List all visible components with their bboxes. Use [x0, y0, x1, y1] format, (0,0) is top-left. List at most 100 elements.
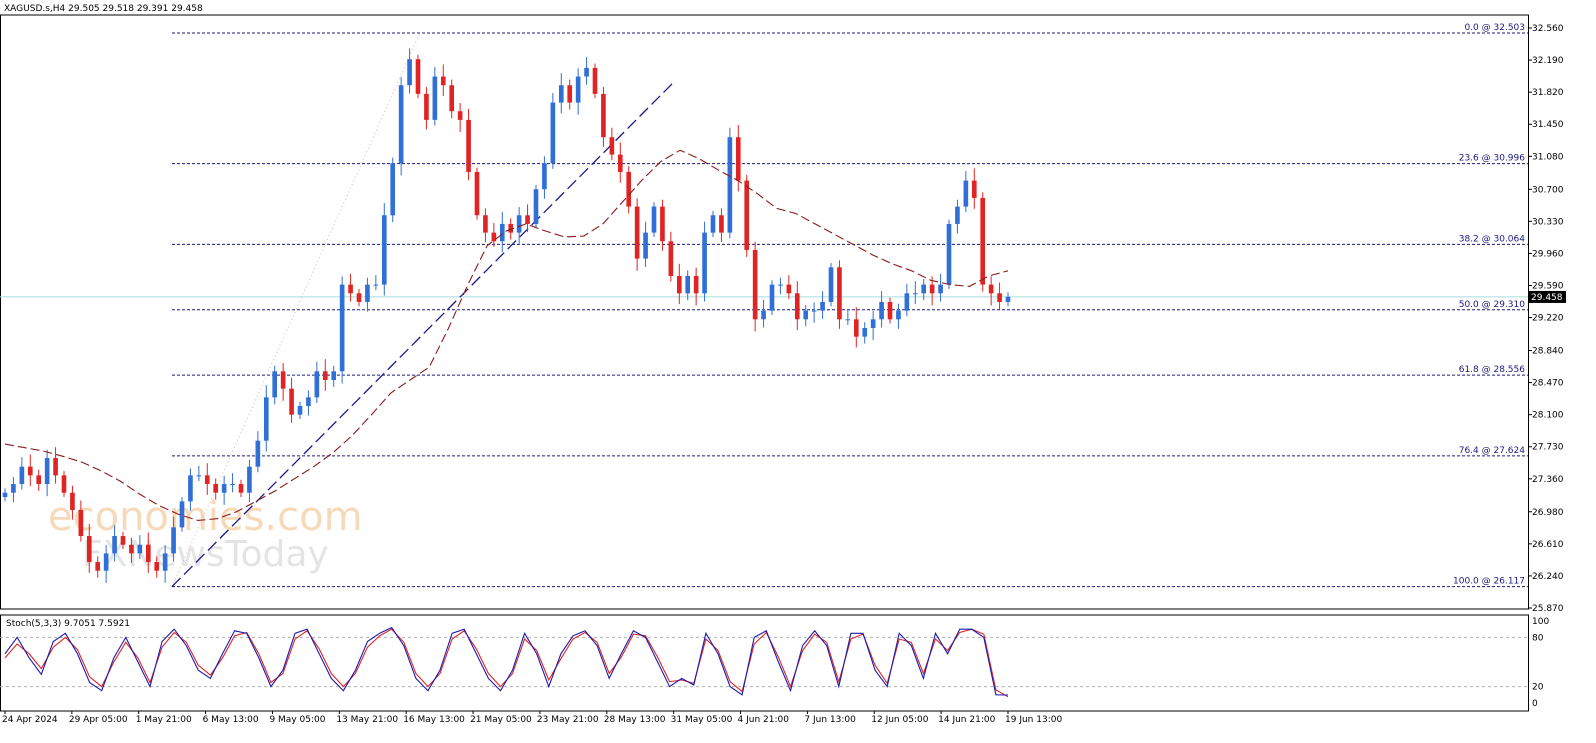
y-tick-label: 31.450 [1532, 120, 1564, 130]
candle-body [778, 284, 783, 286]
candle-body [938, 284, 943, 294]
candle-body [786, 284, 792, 294]
candle-body [44, 458, 50, 485]
stoch-y-tick-label: 100 [1532, 617, 1549, 627]
candle-body [660, 206, 665, 242]
candle-body [491, 232, 497, 242]
moving-average-line [4, 149, 1009, 521]
x-tick-label: 16 May 13:00 [403, 715, 465, 725]
candle-body [828, 267, 834, 302]
x-tick-label: 12 Jun 05:00 [871, 715, 928, 725]
candle-body [112, 536, 117, 554]
candle-body [533, 189, 539, 224]
symbol-label: XAGUSD.s,H4 [4, 4, 66, 14]
candle-body [306, 397, 311, 406]
candle-body [196, 475, 202, 477]
y-tick-label: 27.730 [1532, 443, 1564, 453]
candle-body [870, 319, 876, 328]
y-tick-label: 26.610 [1532, 540, 1564, 550]
y-tick-label: 25.870 [1532, 604, 1564, 614]
candle-body [483, 215, 488, 233]
candle-body [896, 310, 901, 320]
candle-body [617, 154, 623, 172]
candle-body [516, 215, 522, 233]
trendline [171, 80, 676, 588]
y-tick-label: 32.190 [1532, 56, 1564, 66]
candle-body [862, 327, 868, 337]
candle-body [297, 405, 303, 415]
candle-body [36, 475, 42, 485]
y-tick-label: 28.100 [1532, 411, 1564, 421]
candle-body [525, 215, 530, 224]
candle-body [137, 544, 143, 554]
fib-level-label: 61.8 @ 28.556 [1459, 365, 1526, 375]
candle-body [466, 119, 471, 172]
stoch-plot-frame [0, 614, 1529, 712]
candle-body [339, 284, 345, 372]
x-tick-label: 6 May 13:00 [203, 715, 259, 725]
main-plot-frame [0, 14, 1529, 610]
y-tick-label: 27.360 [1532, 475, 1564, 485]
candle-body [2, 492, 8, 498]
candle-body [744, 180, 750, 250]
candle-body [542, 163, 547, 190]
fib-level-label: 0.0 @ 32.503 [1464, 23, 1525, 33]
candle-body [643, 232, 648, 259]
candle-body [685, 275, 691, 294]
candle-body [980, 197, 986, 285]
x-tick-label: 21 May 05:00 [470, 715, 532, 725]
x-tick-label: 19 Jun 13:00 [1005, 715, 1062, 725]
chart-header: XAGUSD.s,H4 29.505 29.518 29.391 29.458 [4, 4, 203, 14]
candle-body [398, 85, 404, 164]
watermark-fxnewstoday: FXNewsToday [82, 534, 329, 575]
candle-body [238, 484, 244, 493]
watermark-economies: economies.com [48, 494, 363, 540]
candle-body [803, 310, 809, 320]
candle-body [247, 466, 252, 493]
current-price-label: 29.458 [1531, 293, 1563, 303]
fib-level-label: 38.2 @ 30.064 [1459, 234, 1526, 244]
candle-body [373, 284, 379, 286]
candle-body [1005, 296, 1011, 302]
y-tick-label: 29.220 [1532, 314, 1564, 324]
candle-body [634, 206, 640, 259]
candle-body [78, 510, 84, 537]
candle-body [735, 137, 741, 181]
candle-body [499, 223, 505, 242]
candle-body [904, 293, 910, 311]
candle-body [53, 458, 58, 476]
candle-body [322, 371, 328, 380]
candle-body [331, 371, 337, 380]
candle-body [86, 536, 92, 563]
candle-body [230, 484, 235, 486]
candle-body [103, 553, 109, 571]
candle-body [971, 180, 977, 198]
candle-body [263, 397, 269, 441]
candle-body [70, 492, 75, 511]
candle-body [693, 275, 699, 294]
current-price-badge [1529, 290, 1566, 303]
x-tick-label: 29 Apr 05:00 [69, 715, 128, 725]
candle-body [626, 171, 632, 207]
candle-body [145, 544, 151, 563]
candle-body [879, 301, 884, 320]
candle-body [837, 267, 842, 320]
candle-body [702, 232, 707, 294]
x-tick-label: 9 May 05:00 [269, 715, 325, 725]
candle-body [955, 206, 960, 224]
candle-body [676, 275, 682, 294]
candle-body [390, 163, 396, 216]
candle-body [213, 484, 219, 493]
x-tick-label: 13 May 21:00 [336, 715, 398, 725]
candle-body [845, 319, 851, 321]
stoch-y-tick-label: 0 [1532, 699, 1538, 709]
candle-body [912, 293, 918, 295]
candle-body [204, 475, 210, 485]
candle-body [550, 102, 556, 164]
stoch-main-line [4, 626, 1009, 696]
candle-body [997, 293, 1002, 302]
fib-level-label: 76.4 @ 27.624 [1459, 446, 1526, 456]
candle-body [129, 544, 134, 554]
candle-body [356, 293, 362, 302]
